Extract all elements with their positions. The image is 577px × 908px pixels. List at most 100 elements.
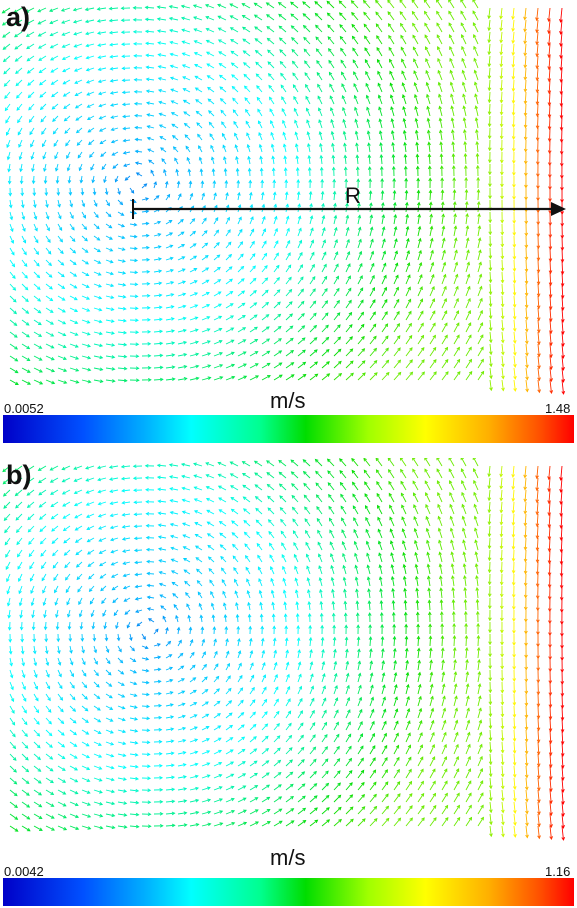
vector-arrow-a <box>109 91 119 95</box>
vector-arrow-b <box>405 756 412 767</box>
vector-arrow-a <box>165 317 175 321</box>
vector-arrow-b <box>256 542 263 551</box>
vector-arrow-a <box>369 226 374 237</box>
vector-arrow-a <box>201 291 210 297</box>
vector-arrow-b <box>452 623 456 635</box>
vector-arrow-a <box>341 71 347 81</box>
vector-arrow-b <box>187 614 191 623</box>
vector-arrow-b <box>177 823 188 827</box>
vector-arrow-a <box>390 106 395 117</box>
vector-arrow-b <box>450 551 455 563</box>
vector-arrow-b <box>524 645 528 659</box>
vector-arrow-a <box>237 228 243 237</box>
vector-arrow-b <box>77 585 83 593</box>
vector-arrow-b <box>256 531 263 539</box>
vector-arrow-a <box>436 10 443 21</box>
vector-arrow-b <box>146 571 155 576</box>
vector-arrow-b <box>417 719 423 731</box>
vector-arrow-b <box>549 813 553 829</box>
vector-arrow-b <box>220 567 227 575</box>
vector-arrow-b <box>393 756 400 767</box>
vector-arrow-b <box>81 681 88 689</box>
vector-arrow-a <box>18 151 23 161</box>
vector-arrow-b <box>81 645 85 654</box>
vector-arrow-a <box>402 129 407 141</box>
vector-arrow-b <box>316 517 323 527</box>
vector-arrow-b <box>273 673 278 683</box>
vector-arrow-a <box>401 94 407 105</box>
vector-arrow-a <box>105 367 116 371</box>
vector-arrow-a <box>488 223 493 236</box>
vector-arrow-b <box>237 797 247 803</box>
vector-arrow-b <box>426 575 431 587</box>
vector-arrow-b <box>341 529 347 539</box>
vector-arrow-b <box>201 676 208 683</box>
vector-arrow-b <box>141 752 151 757</box>
vector-arrow-b <box>117 669 125 675</box>
vector-arrow-b <box>69 765 79 771</box>
vector-arrow-b <box>21 741 29 749</box>
vector-arrow-b <box>375 469 383 479</box>
vector-arrow-b <box>237 637 241 647</box>
vector-arrow-a <box>189 316 199 321</box>
vector-arrow-b <box>105 825 116 830</box>
vector-arrow-b <box>512 717 517 730</box>
vector-arrow-b <box>512 621 516 635</box>
vector-arrow-a <box>439 141 443 153</box>
vector-arrow-b <box>429 683 434 695</box>
vector-arrow-b <box>33 825 43 831</box>
vector-arrow-a <box>305 107 311 117</box>
vector-arrow-b <box>153 679 162 684</box>
vector-arrow-a <box>523 127 528 141</box>
vector-arrow-a <box>453 322 460 333</box>
vector-arrow-a <box>63 103 71 109</box>
vector-arrow-b <box>488 789 493 802</box>
vector-arrow-b <box>207 544 215 551</box>
vector-arrow-b <box>453 804 460 815</box>
vector-arrow-b <box>54 585 59 594</box>
vector-arrow-b <box>17 561 23 570</box>
vector-arrow-b <box>177 690 186 695</box>
vector-arrow-a <box>548 235 553 251</box>
vector-arrow-b <box>282 589 287 599</box>
vector-arrow-b <box>273 771 282 779</box>
vector-arrow-b <box>189 774 199 779</box>
vector-arrow-b <box>548 729 553 745</box>
vector-arrow-b <box>141 657 150 661</box>
vector-arrow-a <box>249 265 256 273</box>
vector-arrow-a <box>309 361 319 369</box>
vector-arrow-b <box>21 705 27 714</box>
vector-arrow-a <box>330 130 335 141</box>
vector-arrow-a <box>249 290 257 297</box>
vector-arrow-b <box>249 711 256 719</box>
vector-arrow-a <box>523 67 528 81</box>
vector-arrow-b <box>309 795 318 803</box>
vector-arrow-b <box>500 657 504 670</box>
vector-arrow-a <box>33 343 43 349</box>
vector-arrow-a <box>105 235 113 240</box>
vector-arrow-b <box>81 705 89 712</box>
vector-arrow-a <box>39 91 47 98</box>
vector-arrow-b <box>249 797 259 803</box>
vector-arrow-a <box>50 55 59 61</box>
vector-arrow-a <box>474 105 479 117</box>
vector-arrow-b <box>438 551 443 563</box>
vector-arrow-a <box>487 31 492 44</box>
vector-arrow-b <box>123 597 131 602</box>
vector-arrow-b <box>158 547 167 551</box>
vector-arrow-a <box>535 91 540 106</box>
vector-arrow-b <box>499 513 504 526</box>
vector-arrow-b <box>489 825 493 838</box>
vector-arrow-b <box>146 607 155 611</box>
vector-arrow-b <box>429 792 437 803</box>
vector-arrow-b <box>401 528 407 539</box>
vector-arrow-b <box>285 661 290 671</box>
vector-arrow-a <box>560 163 564 179</box>
vector-arrow-a <box>205 39 215 45</box>
vector-arrow-b <box>523 561 528 575</box>
vector-arrow-b <box>451 575 455 587</box>
vector-arrow-a <box>268 96 275 105</box>
vector-arrow-b <box>477 804 484 815</box>
vector-arrow-b <box>224 625 229 635</box>
vector-arrow-b <box>266 472 275 479</box>
